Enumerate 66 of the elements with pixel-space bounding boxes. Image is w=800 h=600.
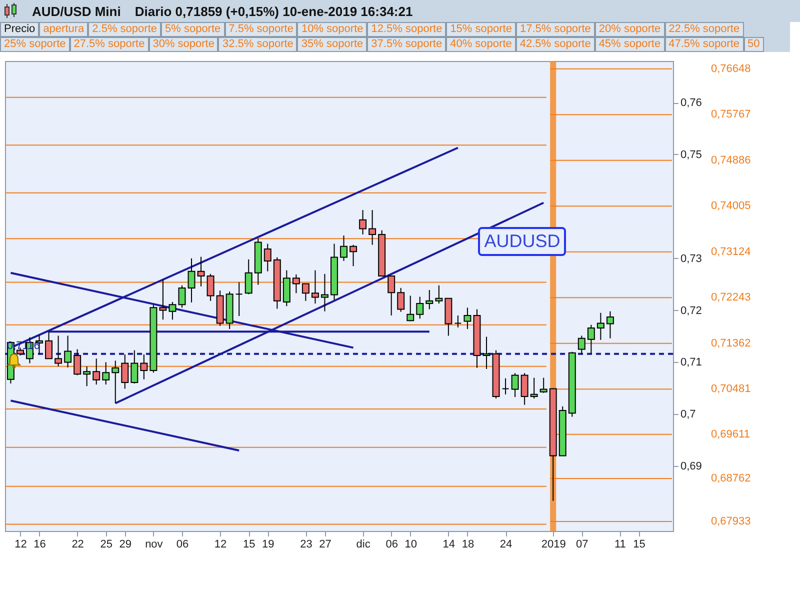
annotation: AUDUSD: [478, 227, 566, 256]
x-tick-label: 27: [319, 538, 332, 550]
x-tick-label: 25: [100, 538, 112, 550]
text: 25% soporte: [0, 37, 70, 52]
x-tick-label: 16: [34, 538, 46, 550]
ref-line-label: 0,68762: [711, 472, 751, 484]
text: 10% soporte: [297, 22, 368, 37]
x-tick-label: 23: [300, 538, 312, 550]
x-tick-label: 19: [262, 538, 274, 550]
ref-line-label: 0,72243: [711, 292, 751, 304]
x-tick-label: 14: [442, 538, 456, 550]
text: 47.5% soporte: [664, 37, 744, 52]
text: 5% soporte: [161, 22, 225, 37]
y-tick-label: 0,71: [680, 356, 702, 369]
x-tick-label: 12: [14, 538, 27, 550]
text: 35% soporte: [297, 37, 368, 52]
text: 15% soporte: [446, 22, 516, 37]
text: 50: [744, 37, 764, 52]
text: 45% soporte: [594, 37, 665, 52]
x-tick-label: 18: [462, 538, 474, 550]
x-tick-label: 29: [119, 538, 132, 550]
ref-line-label: 0,73124: [711, 246, 751, 258]
y-tick-label: 0,76: [680, 97, 702, 110]
x-tick-label: 15: [633, 538, 646, 550]
chart-title: AUD/USD Mini: [32, 4, 121, 18]
x-tick-label: 22: [72, 538, 84, 550]
chart-subtitle: Diario 0,71859 (+0,15%) 10-ene-2019 16:34:21: [134, 4, 413, 18]
x-tick-label: 24: [500, 538, 512, 550]
y-tick-label: 0,72: [680, 304, 702, 317]
ref-line-label: 0,75767: [711, 108, 751, 121]
y-tick-label: 0,73: [680, 252, 702, 265]
text: 42.5% soporte: [516, 37, 595, 52]
x-tick-label: 06: [176, 538, 189, 550]
text: 22.5% soporte: [664, 22, 744, 37]
ref-line-label: 0,76648: [711, 62, 751, 75]
ref-line-label: 0,67933: [711, 515, 751, 528]
x-tick-label: 12: [214, 538, 227, 550]
x-tick-label: 2019: [541, 538, 566, 550]
text: 7.5% soporte: [224, 22, 298, 37]
ref-line-label: 0,74886: [711, 154, 751, 166]
y-tick-label: 0,69: [680, 460, 702, 473]
ref-line-label: 0,69611: [711, 428, 750, 440]
ref-line-label: 0,70481: [711, 383, 751, 396]
x-tick-label: 11: [614, 538, 626, 550]
x-tick-label: 10: [404, 538, 417, 550]
text: 2.5% soporte: [88, 22, 161, 37]
x-tick-label: 15: [242, 538, 256, 550]
text: 20% soporte: [594, 22, 665, 37]
ref-line-label: 0,7116: [7, 340, 40, 352]
text: 32.5% soporte: [218, 37, 298, 52]
text: 40% soporte: [446, 37, 516, 52]
text: 12.5% soporte: [367, 22, 446, 37]
text: 30% soporte: [148, 37, 218, 52]
y-tick-label: 0,75: [680, 148, 702, 161]
x-tick-label: nov: [145, 538, 164, 550]
y-tick-label: 0,7: [680, 408, 696, 421]
ref-line-label: 0,71362: [711, 337, 751, 350]
text: 37.5% soporte: [367, 37, 446, 52]
x-tick-label: dic: [356, 538, 371, 550]
text: 17.5% soporte: [516, 22, 595, 37]
text: Precio: [0, 22, 40, 37]
text: apertura: [39, 22, 88, 37]
x-tick-label: 06: [386, 538, 398, 550]
text: 27.5% soporte: [70, 37, 149, 52]
ref-line-label: 0,74005: [711, 200, 751, 212]
x-tick-label: 07: [576, 538, 588, 550]
